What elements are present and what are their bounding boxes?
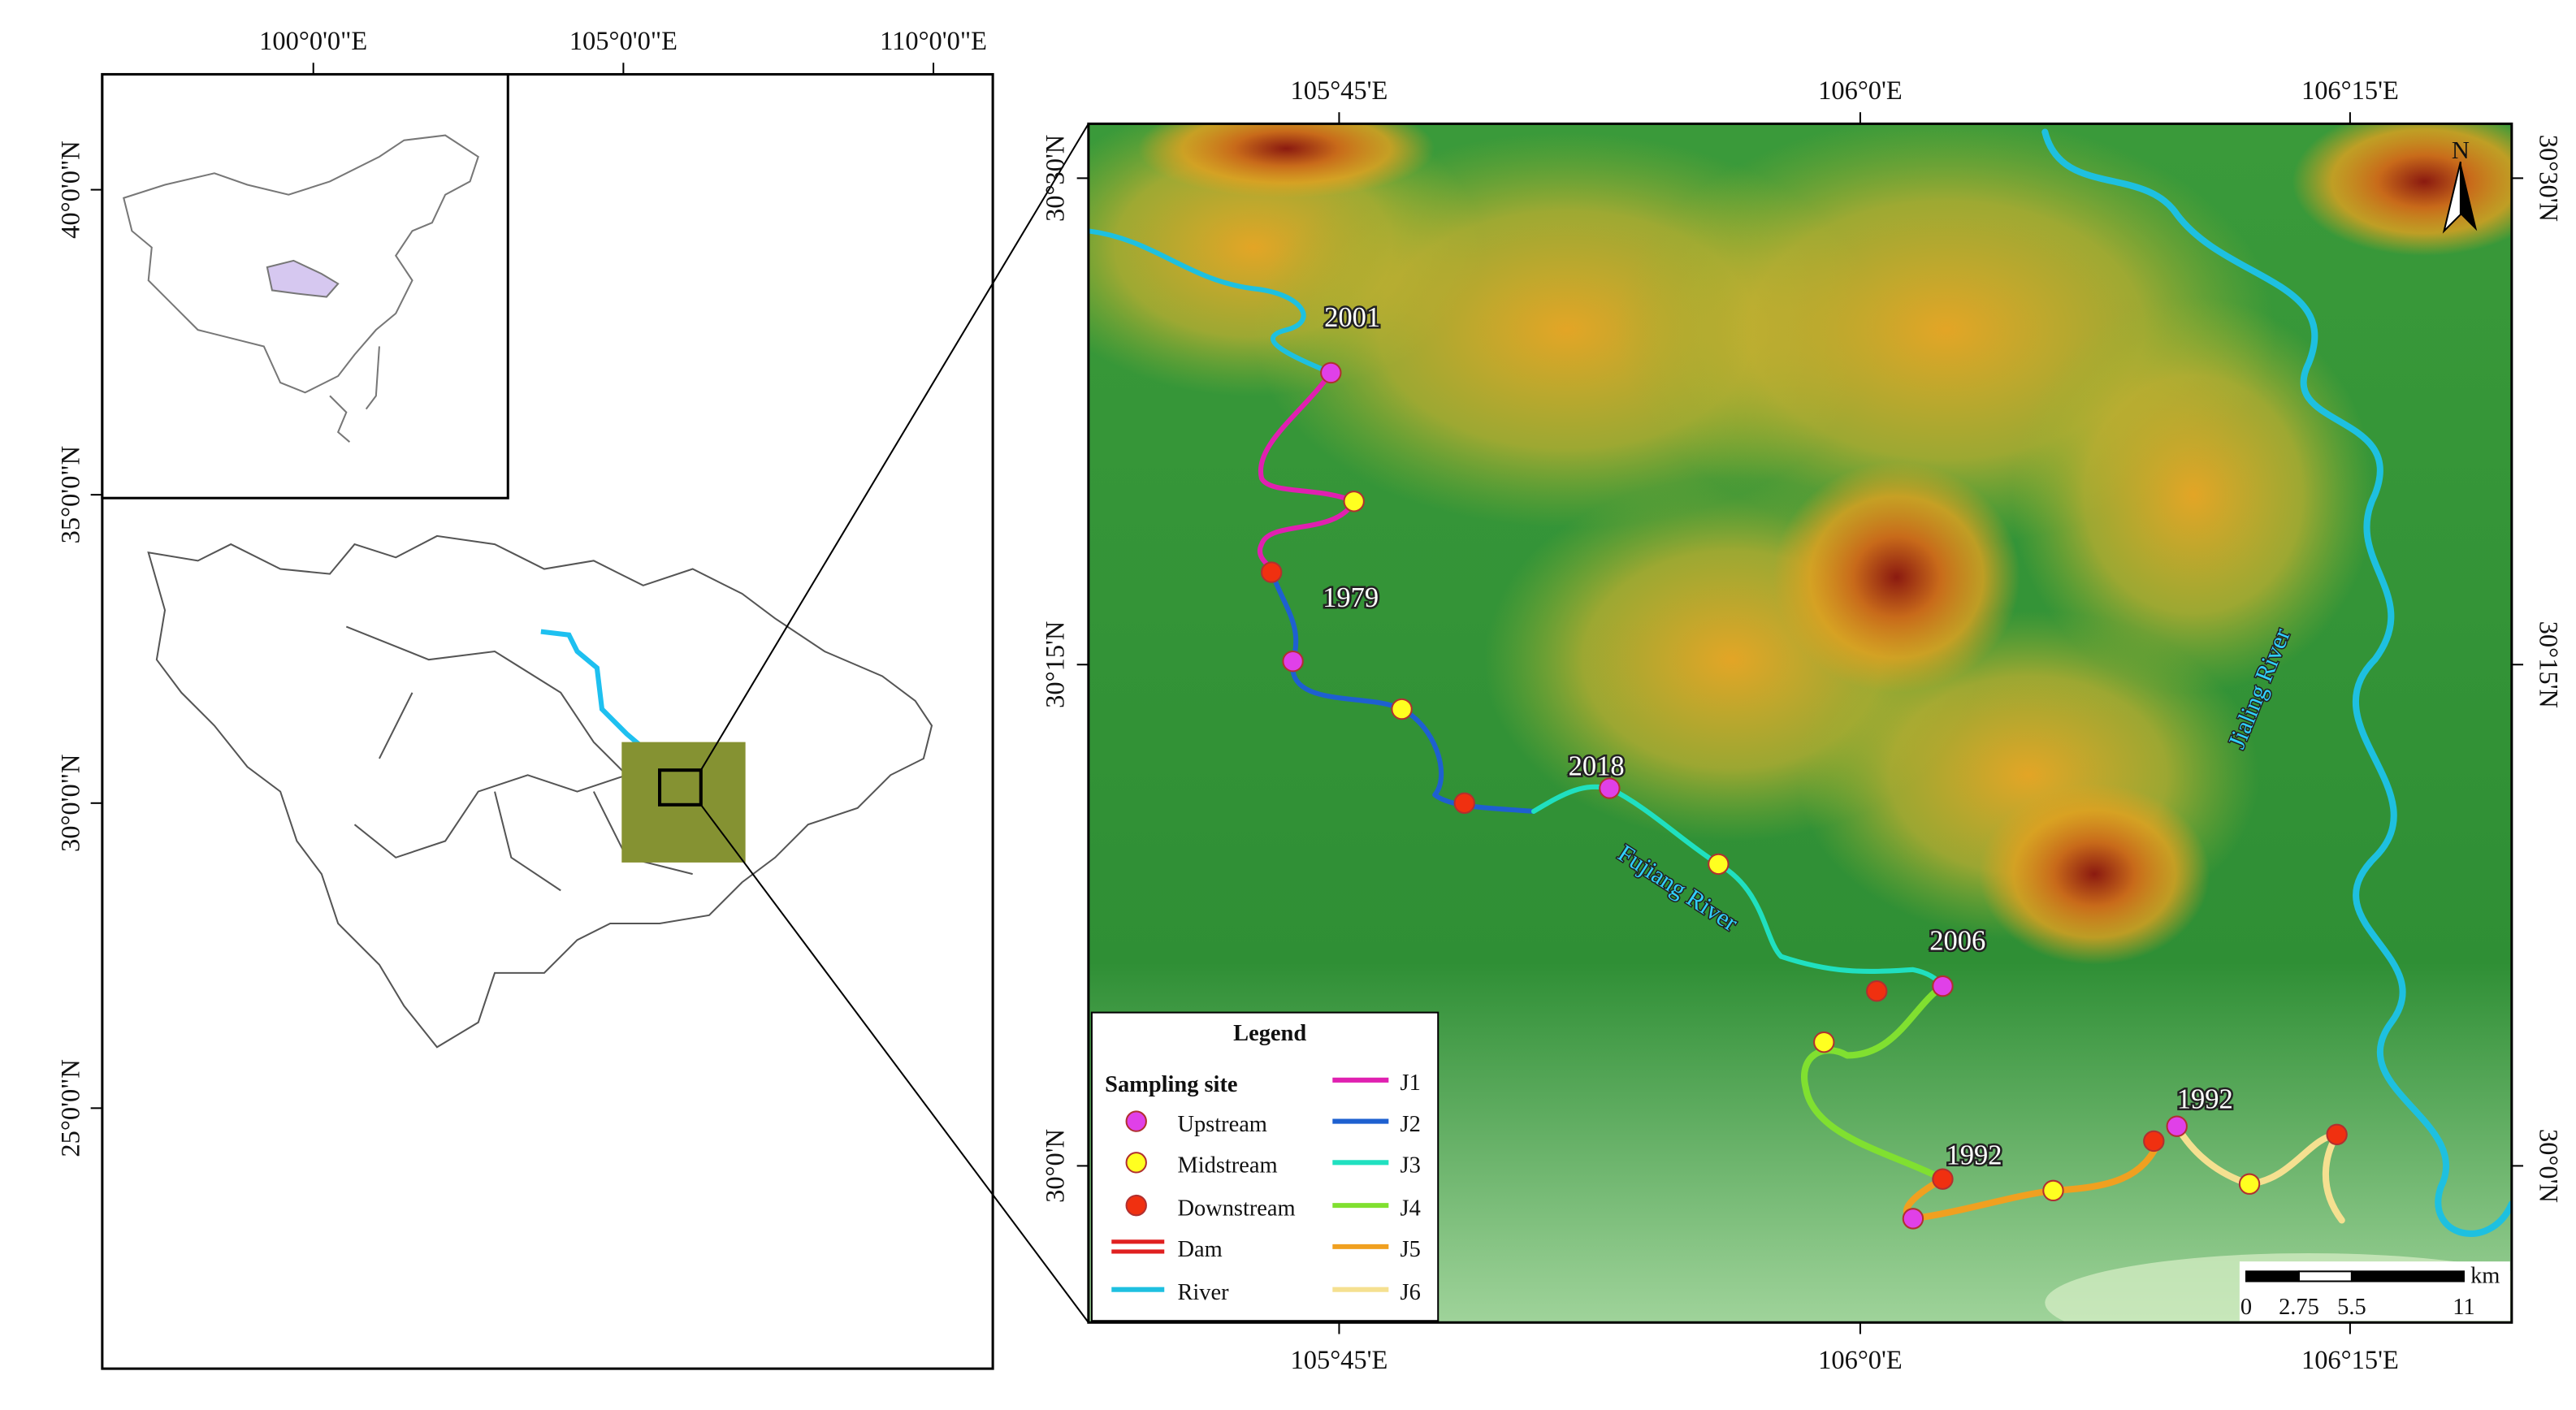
legend-label: Midstream bbox=[1177, 1153, 1277, 1179]
legend-label: J3 bbox=[1401, 1153, 1421, 1179]
lat-label: 30°30'N bbox=[2533, 135, 2562, 222]
lat-label: 30°15'N bbox=[2533, 621, 2562, 708]
main-frame bbox=[1087, 122, 2513, 1324]
legend-label: River bbox=[1177, 1280, 1229, 1305]
lon-label: 106°15'E bbox=[2301, 76, 2399, 106]
study-dem-tint bbox=[621, 742, 746, 863]
china-outline bbox=[123, 134, 479, 443]
legend-group: Sampling site bbox=[1105, 1072, 1237, 1097]
legend-label: J6 bbox=[1401, 1280, 1421, 1305]
north-label: N bbox=[2452, 136, 2470, 164]
zoom-line bbox=[699, 123, 1089, 771]
inset-graticule bbox=[90, 63, 935, 1109]
site-year: 2018 bbox=[1569, 750, 1625, 781]
zoom-box bbox=[658, 768, 703, 807]
legend-label: J2 bbox=[1401, 1112, 1421, 1137]
site-year: 2006 bbox=[1929, 925, 1985, 956]
lat-label: 40°0'0"N bbox=[56, 141, 85, 238]
rivers bbox=[1088, 128, 2512, 1237]
lat-label: 35°0'0"N bbox=[56, 446, 85, 543]
scale-unit: km bbox=[2470, 1264, 2500, 1289]
scale-bar bbox=[2245, 1270, 2465, 1282]
legend-label: Upstream bbox=[1177, 1112, 1266, 1137]
legend-swatch bbox=[1111, 1239, 1165, 1254]
sichuan-outline bbox=[147, 534, 933, 1049]
legend-swatch bbox=[1125, 1110, 1147, 1132]
site-year: 1992 bbox=[1946, 1140, 2002, 1170]
zoom-line bbox=[699, 804, 1089, 1323]
legend-swatch bbox=[1125, 1152, 1147, 1174]
lon-label: 105°45'E bbox=[1291, 1346, 1388, 1375]
lat-label: 25°0'0"N bbox=[56, 1059, 85, 1157]
lon-label: 105°0'0"E bbox=[569, 27, 678, 56]
lon-label: 106°0'E bbox=[1818, 1346, 1903, 1375]
legend-label: J1 bbox=[1401, 1070, 1421, 1096]
lon-label: 106°15'E bbox=[2301, 1346, 2399, 1375]
lon-label: 106°0'E bbox=[1818, 76, 1903, 106]
scale-label: 11 bbox=[2453, 1295, 2474, 1320]
sampling-sites bbox=[1261, 361, 2348, 1230]
lat-label: 30°30'N bbox=[1041, 135, 1070, 222]
legend-title: Legend bbox=[1233, 1021, 1306, 1046]
site-year: 1992 bbox=[2177, 1083, 2233, 1114]
legend-swatch bbox=[1125, 1194, 1147, 1217]
site-year: 1979 bbox=[1323, 582, 1379, 613]
legend-label: J4 bbox=[1401, 1196, 1421, 1221]
site-year: 2001 bbox=[1324, 302, 1380, 333]
north-arrow bbox=[2442, 161, 2478, 234]
lon-label: 105°45'E bbox=[1291, 76, 1388, 106]
lat-label: 30°0'N bbox=[1041, 1129, 1070, 1203]
scale-label: 2.75 bbox=[2279, 1295, 2319, 1320]
lat-label: 30°0'N bbox=[2533, 1129, 2562, 1203]
legend-label: Downstream bbox=[1177, 1196, 1295, 1221]
legend-label: J5 bbox=[1401, 1237, 1421, 1262]
left-frame bbox=[101, 72, 994, 1370]
lon-label: 110°0'0"E bbox=[880, 27, 987, 56]
inset-frame bbox=[101, 72, 509, 500]
legend-box bbox=[1090, 1011, 1440, 1322]
lat-label: 30°15'N bbox=[1041, 621, 1070, 708]
lon-label: 100°0'0"E bbox=[259, 27, 367, 56]
lat-label: 30°0'0"N bbox=[56, 755, 85, 852]
scale-label: 5.5 bbox=[2337, 1295, 2366, 1320]
scale-label: 0 bbox=[2240, 1295, 2252, 1320]
legend-label: Dam bbox=[1177, 1237, 1222, 1262]
main-graticule bbox=[1076, 112, 2524, 1334]
